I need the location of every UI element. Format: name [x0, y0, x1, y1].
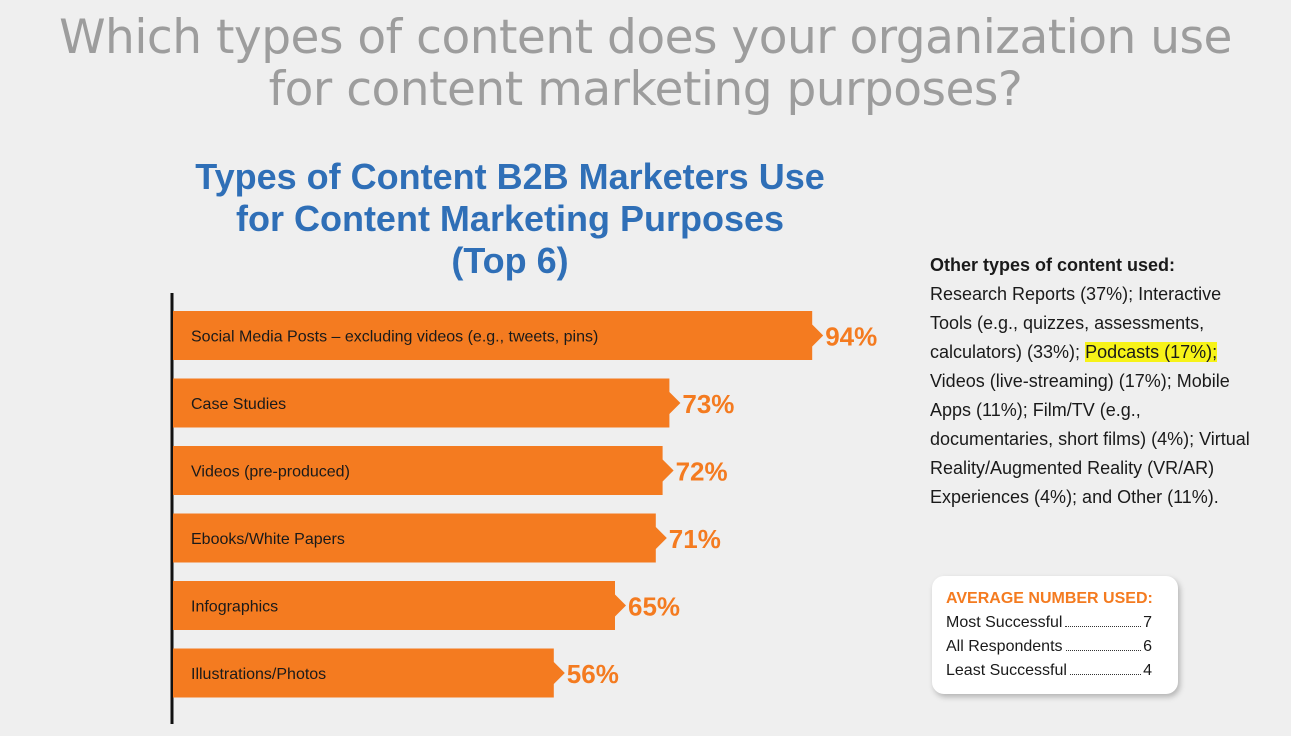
highlighted-podcasts: Podcasts (17%);	[1085, 342, 1218, 362]
bar-2	[173, 446, 674, 495]
page-headline: Which types of content does your organiz…	[0, 12, 1291, 116]
avg-row-value: 6	[1143, 638, 1152, 655]
average-box-title: AVERAGE NUMBER USED:	[946, 590, 1153, 607]
bar-3	[173, 513, 667, 563]
bar-value-label-0: 94%	[825, 322, 877, 352]
bar-0	[173, 311, 824, 360]
avg-row-label: All Respondents	[946, 638, 1063, 655]
headline-line-2: for content marketing purposes?	[268, 62, 1023, 117]
avg-row-label: Least Successful	[946, 662, 1067, 679]
bar-category-label-1: Case Studies	[191, 396, 286, 413]
bar-value-label-1: 73%	[682, 389, 734, 419]
other-content-text-before: Research Reports (37%); Interactive Tool…	[930, 284, 1222, 362]
bar-value-label-4: 65%	[628, 592, 680, 622]
avg-row-value: 7	[1143, 614, 1152, 631]
bar-category-label-2: Videos (pre-produced)	[191, 464, 350, 481]
headline-line-1: Which types of content does your organiz…	[59, 10, 1232, 65]
chart-title: Types of Content B2B Marketers Use for C…	[150, 156, 870, 282]
avg-row-least-successful: Least Successful 4	[946, 662, 1152, 680]
bar-category-label-4: Infographics	[191, 599, 278, 616]
avg-row-most-successful: Most Successful 7	[946, 614, 1152, 632]
avg-row-label: Most Successful	[946, 614, 1063, 631]
bar-5	[173, 648, 565, 698]
dot-leader	[1069, 674, 1142, 675]
dot-leader	[1065, 626, 1142, 627]
avg-row-value: 4	[1143, 662, 1152, 679]
avg-row-all-respondents: All Respondents 6	[946, 638, 1152, 656]
average-number-box: AVERAGE NUMBER USED: Most Successful 7 A…	[932, 576, 1178, 694]
bar-category-label-0: Social Media Posts – excluding videos (e…	[191, 329, 598, 346]
dot-leader	[1065, 650, 1142, 651]
chart-title-line-2: for Content Marketing Purposes	[235, 198, 785, 239]
other-content-types: Other types of content used: Research Re…	[930, 251, 1250, 512]
other-content-text-after: Videos (live-streaming) (17%); Mobile Ap…	[930, 371, 1250, 507]
chart-title-line-3: (Top 6)	[451, 240, 569, 281]
bar-4	[173, 581, 626, 630]
bar-category-label-3: Ebooks/White Papers	[191, 531, 345, 548]
other-content-heading: Other types of content used:	[930, 255, 1176, 275]
bar-category-label-5: Illustrations/Photos	[191, 666, 326, 683]
chart-title-line-1: Types of Content B2B Marketers Use	[195, 156, 825, 197]
bar-value-label-2: 72%	[676, 457, 728, 487]
bar-value-label-3: 71%	[669, 524, 721, 554]
bar-value-label-5: 56%	[567, 659, 619, 689]
bar-1	[173, 378, 681, 428]
